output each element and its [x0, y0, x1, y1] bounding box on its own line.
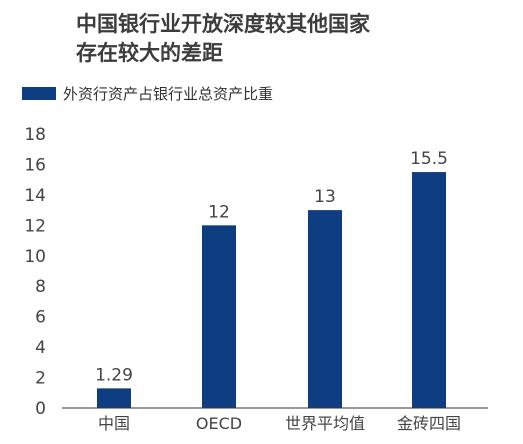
legend-swatch: [22, 87, 56, 100]
y-tick-label: 12: [24, 216, 46, 236]
x-tick-label: 中国: [98, 414, 130, 433]
x-tick-label: 金砖四国: [397, 414, 461, 433]
chart-title-line-1: 中国银行业开放深度较其他国家: [76, 12, 370, 36]
y-tick-label: 6: [35, 308, 46, 328]
bar: [97, 388, 131, 408]
y-tick-label: 0: [35, 399, 46, 419]
y-tick-label: 8: [35, 277, 46, 297]
legend: 外资行资产占银行业总资产比重: [22, 83, 273, 104]
data-label: 12: [208, 202, 230, 222]
y-tick-label: 2: [35, 369, 46, 389]
y-tick-label: 18: [24, 125, 46, 145]
x-tick-label: OECD: [196, 414, 242, 433]
chart-title-line-2: 存在较大的差距: [76, 41, 223, 65]
y-tick-label: 4: [35, 338, 46, 358]
legend-label: 外资行资产占银行业总资产比重: [63, 85, 274, 103]
chart-title: 中国银行业开放深度较其他国家 存在较大的差距: [76, 10, 496, 68]
y-tick-label: 16: [24, 155, 46, 175]
x-tick-label: 世界平均值: [285, 414, 365, 433]
y-tick-label: 10: [24, 247, 46, 267]
data-label: 15.5: [410, 149, 448, 169]
data-label: 13: [314, 187, 336, 207]
y-tick-label: 14: [24, 186, 46, 206]
bar: [308, 210, 342, 408]
data-label: 1.29: [95, 365, 133, 385]
bar: [412, 172, 446, 408]
bar: [202, 225, 236, 408]
